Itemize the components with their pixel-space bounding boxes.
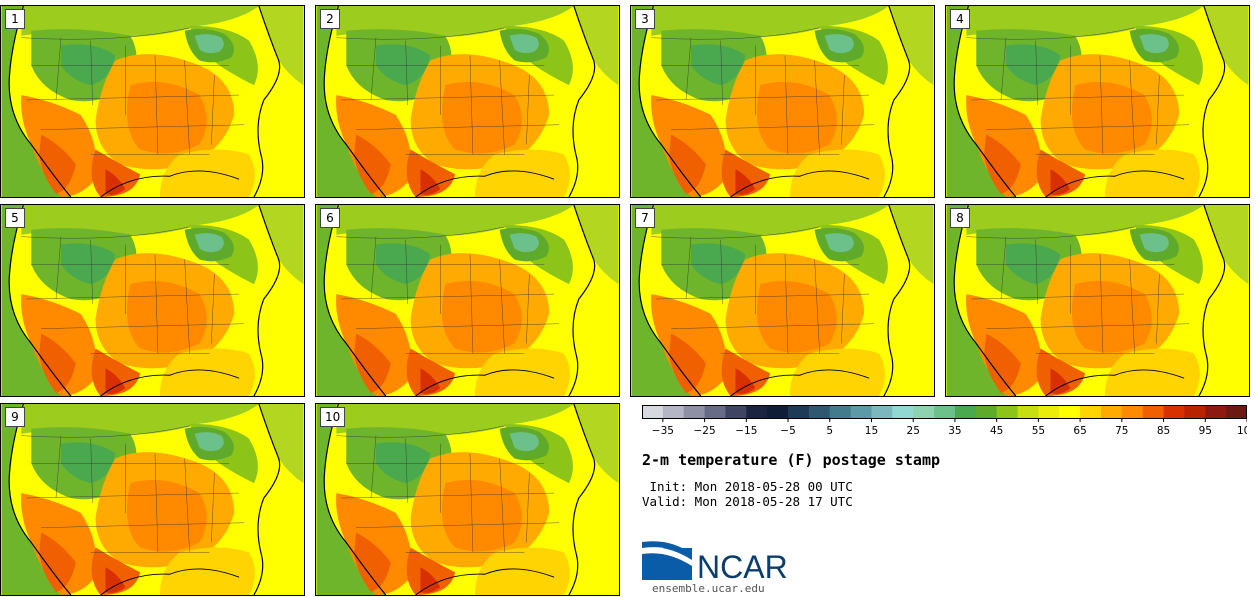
colorbar-tick-label: −15 — [735, 425, 757, 437]
colorbar-tick-label: 75 — [1115, 425, 1128, 437]
ncar-logo: NCAR — [642, 541, 788, 584]
member-label: 10 — [320, 407, 346, 427]
colorbar — [642, 405, 1247, 419]
colorbar-tick-label: 35 — [948, 425, 961, 437]
member-panel-8: 8 — [945, 204, 1250, 397]
member-label: 5 — [5, 208, 25, 228]
colorbar-tick-label: −25 — [694, 425, 716, 437]
colorbar-tick-label: 5 — [826, 425, 833, 437]
temperature-map — [1, 205, 304, 396]
colorbar-swatch — [829, 405, 852, 419]
colorbar-swatch — [1080, 405, 1102, 419]
member-label: 4 — [950, 9, 970, 29]
colorbar-swatch — [954, 405, 977, 419]
member-label: 2 — [320, 9, 340, 29]
colorbar-swatch — [1163, 405, 1185, 419]
member-panel-5: 5 — [0, 204, 305, 397]
temperature-map — [1, 6, 304, 197]
member-label: 1 — [5, 9, 25, 29]
colorbar-swatch — [871, 405, 893, 419]
member-panel-4: 4 — [945, 5, 1250, 198]
member-panel-1: 1 — [0, 5, 305, 198]
colorbar-tick-label: 15 — [865, 425, 878, 437]
valid-time: Valid: Mon 2018-05-28 17 UTC — [642, 494, 853, 509]
member-panel-9: 9 — [0, 403, 305, 596]
init-time: Init: Mon 2018-05-28 00 UTC — [642, 479, 853, 494]
colorbar-swatch — [1226, 405, 1247, 419]
member-panel-6: 6 — [315, 204, 620, 397]
member-label: 7 — [635, 208, 655, 228]
colorbar-swatch — [788, 405, 810, 419]
colorbar-tick-label: 45 — [990, 425, 1003, 437]
colorbar-swatch — [975, 405, 998, 419]
colorbar-swatch — [746, 405, 768, 419]
member-panel-3: 3 — [630, 5, 935, 198]
logo-text: NCAR — [697, 549, 788, 584]
colorbar-ticks: −35−25−15−55152535455565758595105115 — [652, 419, 1247, 437]
colorbar-swatch — [892, 405, 914, 419]
temperature-map — [631, 6, 934, 197]
map-title: 2-m temperature (F) postage stamp — [642, 451, 941, 469]
colorbar-swatch — [1100, 405, 1123, 419]
colorbar-tick-label: −35 — [652, 425, 674, 437]
colorbar-swatch — [996, 405, 1019, 419]
colorbar-swatch — [934, 405, 956, 419]
colorbar-swatch — [642, 405, 664, 419]
temperature-map — [1, 404, 304, 595]
colorbar-swatch — [850, 405, 872, 419]
site-url: ensemble.ucar.edu — [652, 582, 765, 595]
colorbar-swatch — [808, 405, 831, 419]
member-label: 9 — [5, 407, 25, 427]
colorbar-swatch — [1038, 405, 1060, 419]
colorbar-swatch — [767, 405, 789, 419]
temperature-map — [631, 205, 934, 396]
colorbar-tick-label: 85 — [1157, 425, 1170, 437]
temperature-map — [946, 6, 1249, 197]
colorbar-swatch — [1017, 405, 1039, 419]
colorbar-swatch — [683, 405, 706, 419]
temperature-map — [316, 6, 619, 197]
colorbar-swatch — [1142, 405, 1165, 419]
colorbar-tick-label: 25 — [907, 425, 920, 437]
temperature-map — [316, 205, 619, 396]
member-label: 8 — [950, 208, 970, 228]
colorbar-tick-label: 65 — [1073, 425, 1086, 437]
colorbar-swatch — [725, 405, 747, 419]
member-label: 3 — [635, 9, 655, 29]
colorbar-swatch — [913, 405, 935, 419]
colorbar-swatch — [704, 405, 726, 419]
temperature-map — [946, 205, 1249, 396]
colorbar-tick-label: 55 — [1032, 425, 1045, 437]
member-panel-7: 7 — [630, 204, 935, 397]
colorbar-tick-label: −5 — [780, 425, 795, 437]
colorbar-swatch — [1205, 405, 1227, 419]
colorbar-swatch — [1121, 405, 1144, 419]
colorbar-tick-label: 105 — [1237, 425, 1247, 437]
colorbar-tick-label: 95 — [1199, 425, 1212, 437]
member-panel-10: 10 — [315, 403, 620, 596]
colorbar-swatch — [1184, 405, 1206, 419]
colorbar-swatch — [662, 405, 685, 419]
member-panel-2: 2 — [315, 5, 620, 198]
colorbar-swatch — [1059, 405, 1081, 419]
temperature-map — [316, 404, 619, 595]
member-label: 6 — [320, 208, 340, 228]
